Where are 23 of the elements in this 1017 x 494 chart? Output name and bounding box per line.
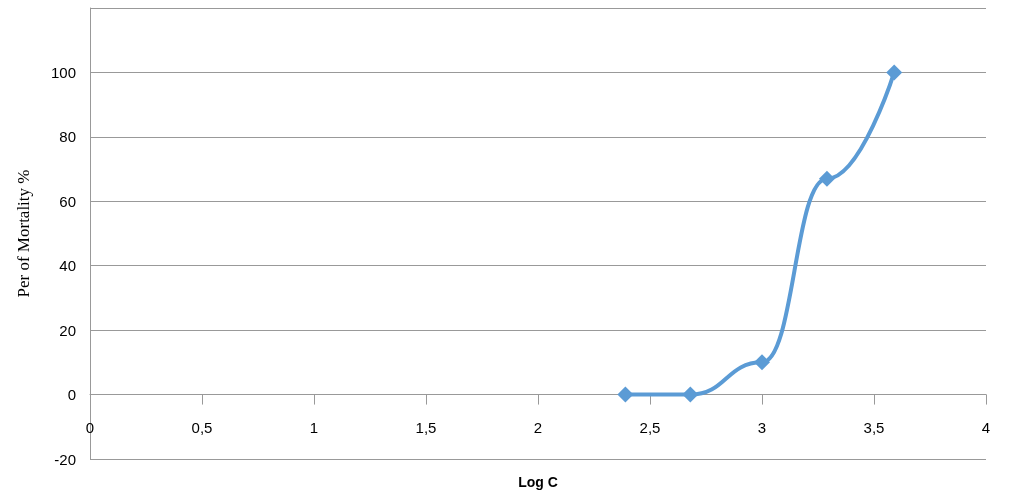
x-axis-title: Log C [518,474,558,490]
point [886,64,903,81]
y-tick-label: 80 [59,128,76,146]
point [818,170,835,187]
y-tick-label: 40 [59,257,76,275]
x-tick-label: 1 [309,419,319,436]
point [682,386,699,403]
x-tick-label: 1,5 [415,419,437,436]
point [617,386,634,403]
y-tick-label: 20 [59,321,76,339]
x-tick-label: 0 [85,419,95,436]
y-tick-label: 0 [67,386,76,404]
x-tick-label: 3,5 [863,419,885,436]
point [754,354,770,371]
y-tick-label: -20 [54,450,76,468]
x-tick-label: 2 [533,419,543,436]
x-tick-label: 4 [981,419,991,436]
y-tick-label: 100 [50,63,76,81]
x-tick-label: 0,5 [191,419,213,436]
x-tick-label: 2,5 [639,419,661,436]
y-axis-title: Per of Mortality % [14,169,33,298]
x-tick-label: 3 [757,419,767,436]
y-tick-label: 60 [59,192,76,210]
